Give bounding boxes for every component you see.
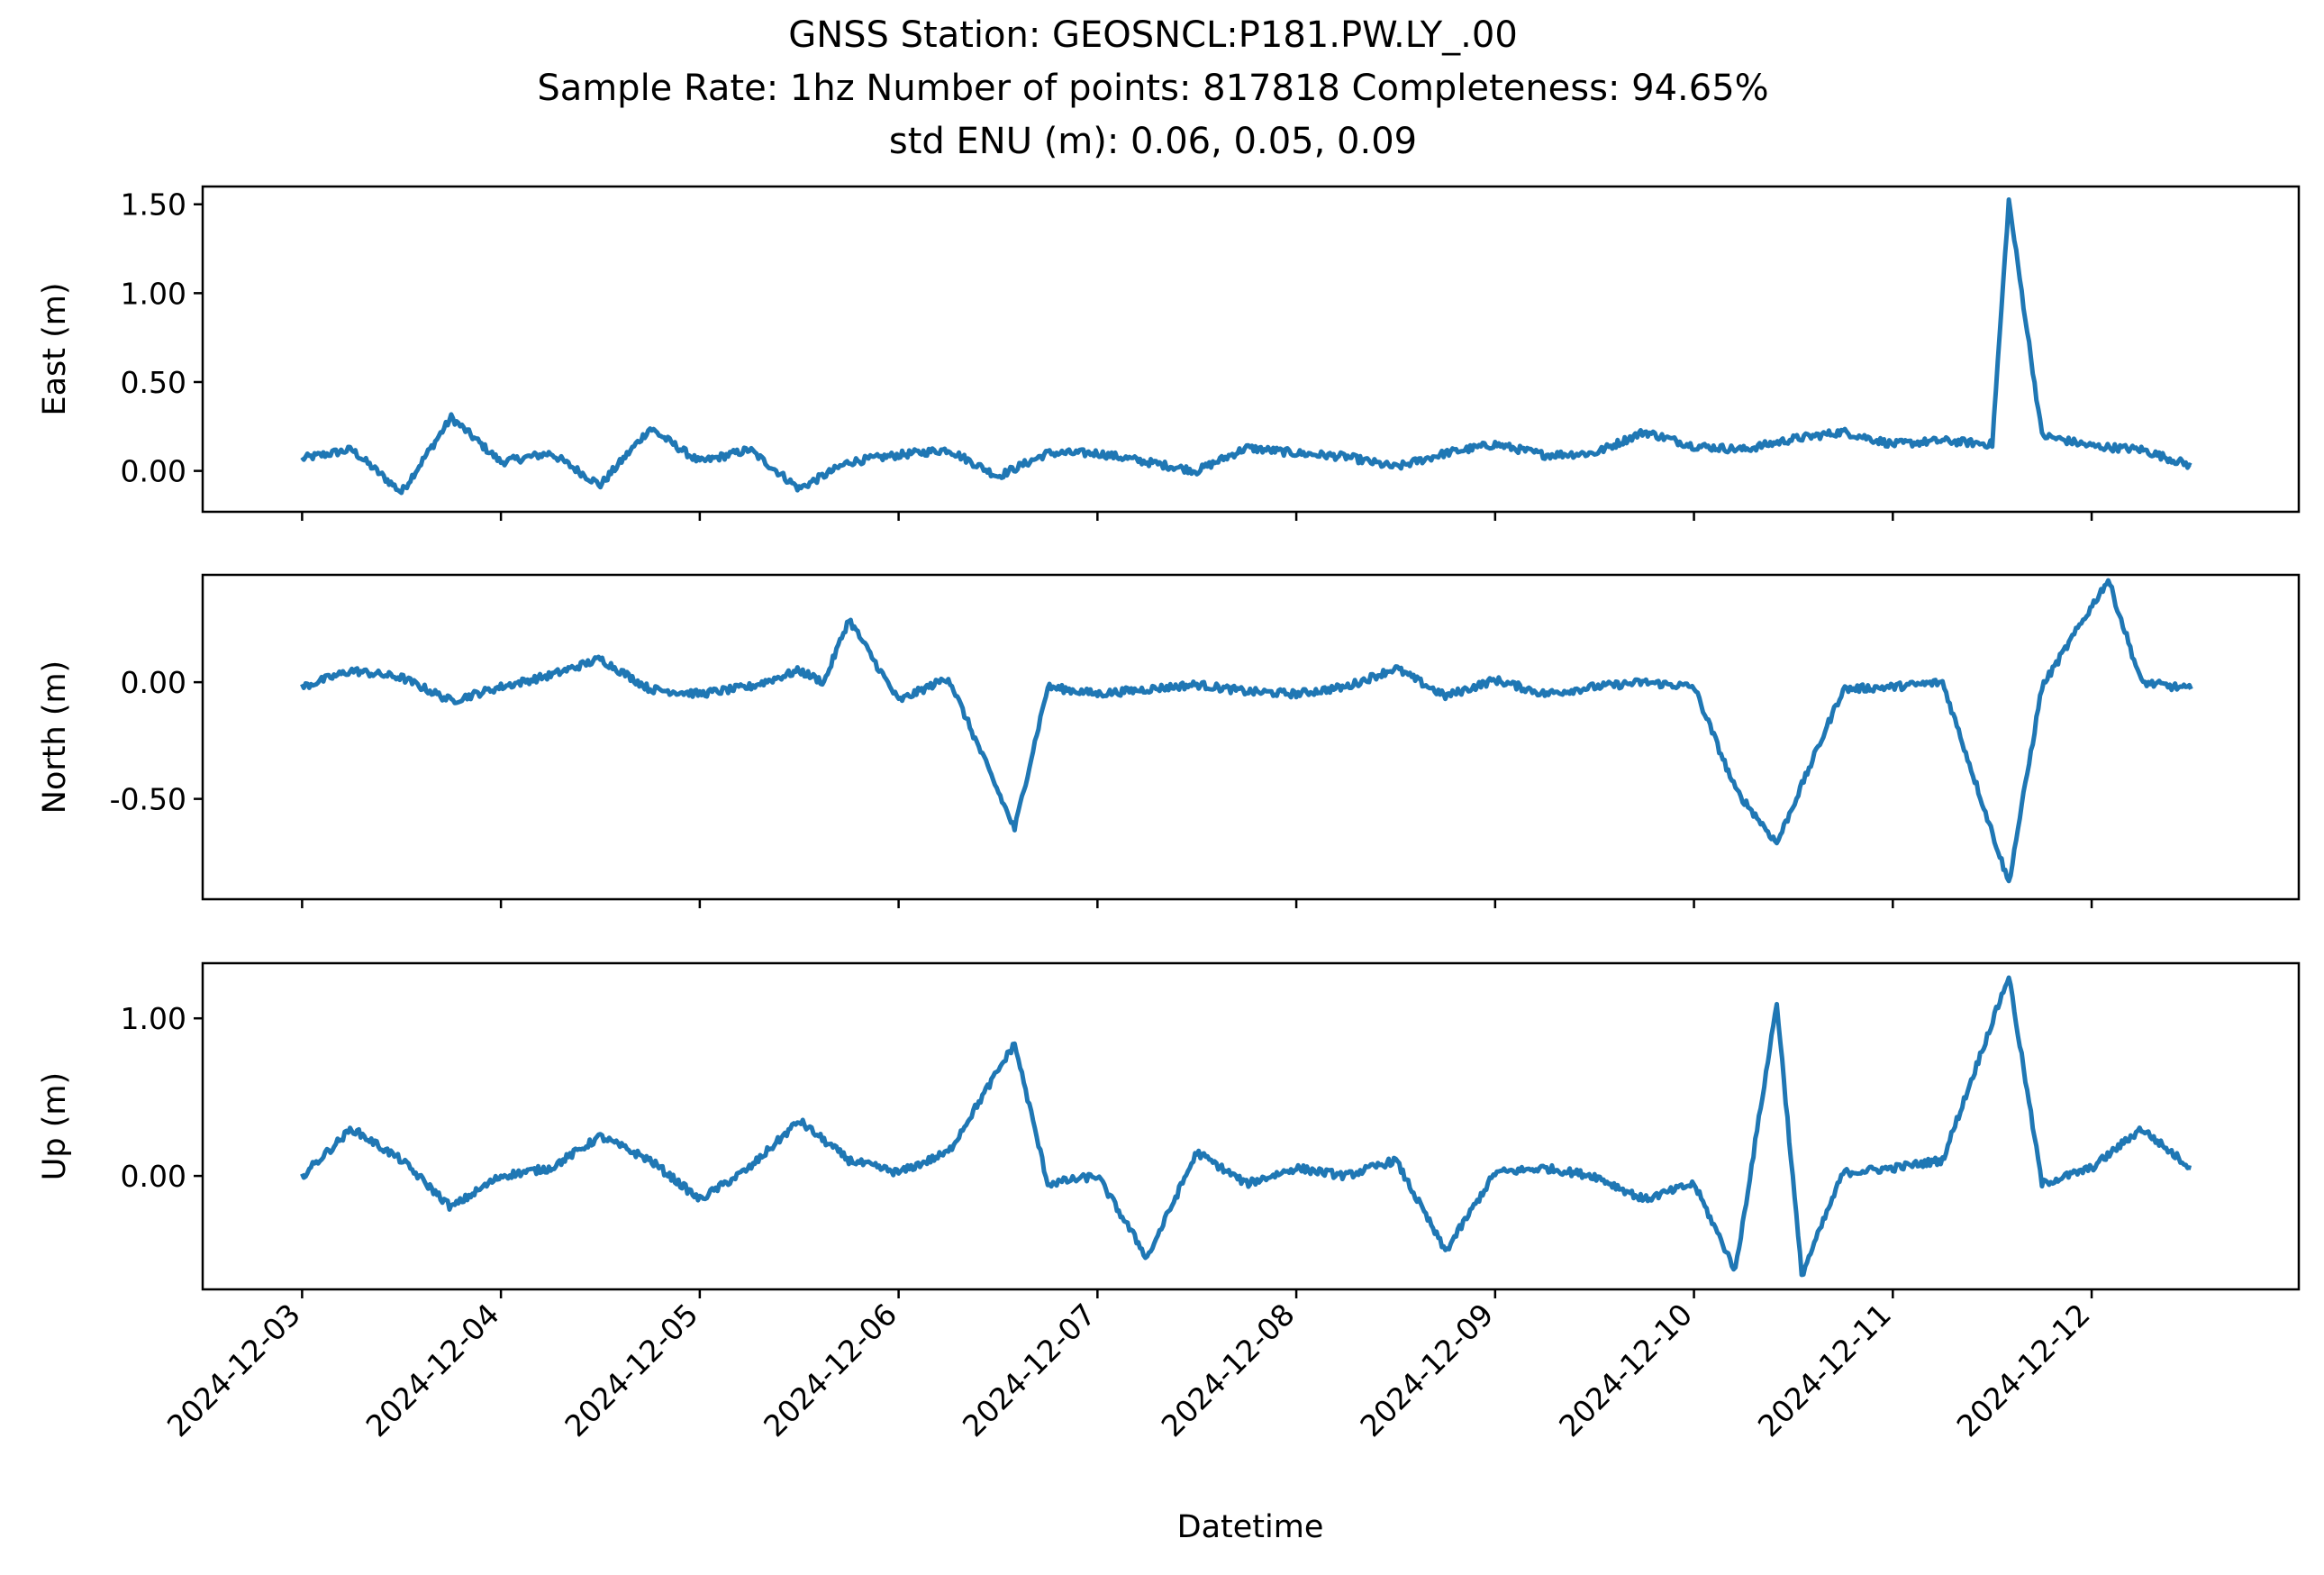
series-line-2 <box>300 578 2193 884</box>
axes-frame-3 <box>201 961 2301 1291</box>
y-tick-label-1-4: 1.50 <box>121 187 186 223</box>
y-axis-label-1: East (m) <box>37 282 73 415</box>
y-tick-label-3-2: 1.00 <box>121 1001 186 1036</box>
panel-2: -0.50 0.00 North (m) <box>37 573 2301 908</box>
y-tick-label-2-1: -0.50 <box>110 782 186 817</box>
y-axis-label-2: North (m) <box>37 660 73 814</box>
y-axis-label-3: Up (m) <box>37 1072 73 1180</box>
title-line-3: std ENU (m): 0.06, 0.05, 0.09 <box>889 121 1417 162</box>
y-tick-label-3-1: 0.00 <box>121 1159 186 1194</box>
y-tick-label-1-3: 1.00 <box>121 276 186 311</box>
title-line-2: Sample Rate: 1hz Number of points: 81781… <box>537 68 1768 109</box>
y-tick-label-1-1: 0.00 <box>121 454 186 489</box>
y-tick-label-1-2: 0.50 <box>121 365 186 400</box>
axes-frame-1 <box>201 185 2301 514</box>
title-line-1: GNSS Station: GEOSNCL:P181.PW.LY_.00 <box>788 14 1518 56</box>
figure-title: GNSS Station: GEOSNCL:P181.PW.LY_.00 Sam… <box>537 14 1768 162</box>
axes-frame-2 <box>201 573 2301 901</box>
series-line-1 <box>300 197 2192 496</box>
series-line-3 <box>300 975 2192 1278</box>
panel-1: 0.00 0.50 1.00 1.50 East (m) <box>37 185 2301 521</box>
x-axis-label: Datetime <box>1177 1509 1324 1545</box>
y-tick-label-2-2: 0.00 <box>121 665 186 700</box>
